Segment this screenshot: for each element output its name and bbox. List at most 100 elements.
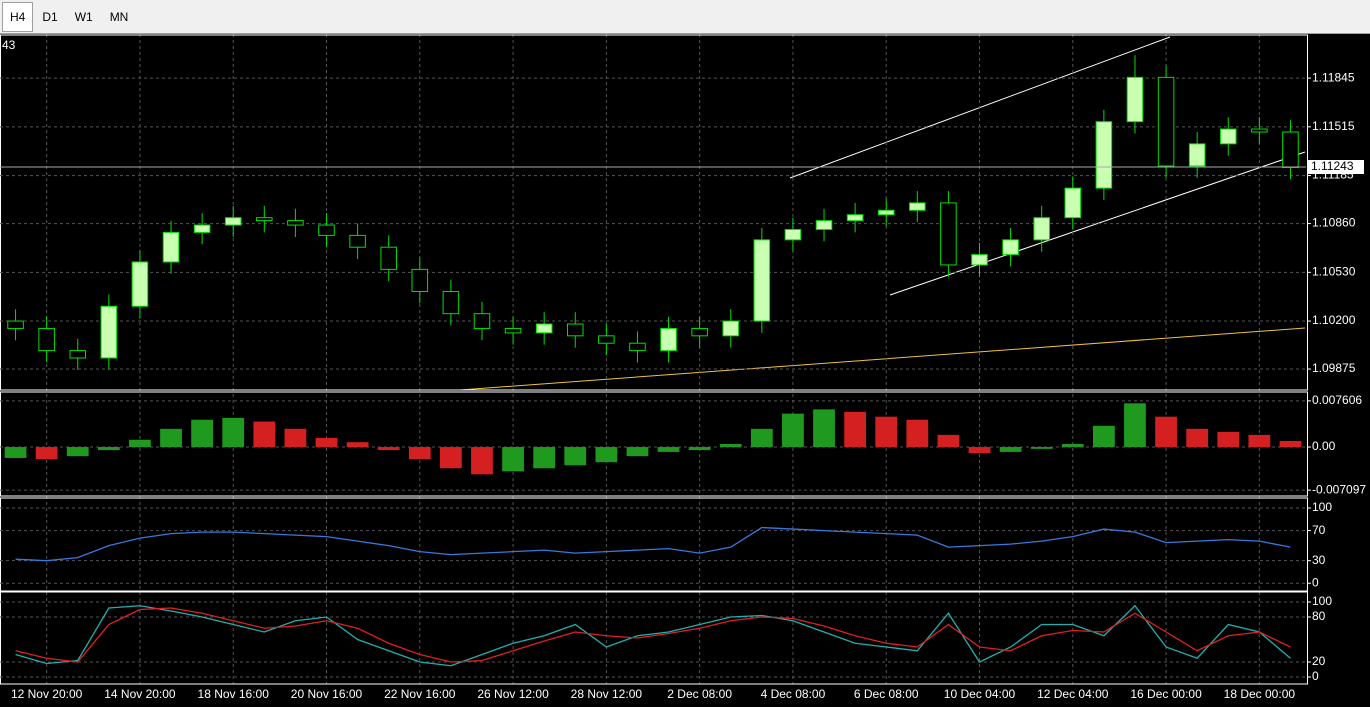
indicator-line: [15, 604, 1291, 667]
timeframe-tab[interactable]: H4: [2, 1, 34, 32]
candle-body: [7, 320, 24, 329]
histogram-bar: [1124, 403, 1146, 448]
y-tick-label: 0.007606: [1312, 393, 1362, 407]
candle-body: [38, 327, 55, 352]
panel-border: [0, 591, 1308, 685]
panel-border: [0, 391, 1308, 497]
histogram-bar: [160, 428, 182, 448]
x-tick-label: 18 Nov 16:00: [198, 687, 270, 701]
histogram-bar: [191, 419, 214, 448]
y-tick-label: 1.09875: [1312, 361, 1356, 375]
histogram-bar: [1186, 428, 1209, 448]
candle-body: [162, 231, 180, 263]
y-tick-label: 100: [1312, 594, 1332, 608]
y-tick-label: 1.10530: [1312, 264, 1356, 278]
histogram-bar: [782, 413, 804, 448]
x-tick-label: 20 Nov 16:00: [291, 687, 363, 701]
candle-body: [722, 320, 740, 337]
histogram-bar: [346, 442, 369, 448]
x-tick-label: 16 Dec 00:00: [1130, 687, 1202, 701]
histogram-bar: [937, 434, 960, 448]
candle-body: [535, 323, 553, 334]
histogram-bar: [564, 447, 587, 466]
histogram-bar: [875, 416, 898, 448]
candle-body: [1219, 128, 1237, 145]
histogram-bar: [129, 439, 151, 448]
histogram-bar: [1092, 425, 1115, 448]
histogram-bar: [35, 447, 58, 460]
candle-body: [318, 224, 335, 236]
candle-body: [1282, 131, 1299, 168]
candle-body: [380, 246, 397, 270]
timeframe-tab[interactable]: W1: [74, 9, 93, 24]
histogram-bar: [1279, 440, 1302, 448]
current-price-box: [1308, 160, 1364, 175]
x-tick-label: 22 Nov 16:00: [384, 687, 456, 701]
candle-body: [256, 217, 273, 222]
x-tick-label: 26 Nov 12:00: [477, 687, 549, 701]
chart: 43 12 Nov 20:00 14 Nov 20:00 18 Nov 16:00 2…: [0, 34, 1370, 707]
histogram-bar: [502, 447, 524, 472]
candle-body: [1157, 76, 1175, 167]
candle-body: [753, 239, 771, 322]
candle-body: [784, 228, 802, 241]
panel-border: [0, 497, 1308, 592]
histogram-bar: [377, 447, 400, 451]
candle-body: [566, 323, 584, 337]
candle-body: [691, 327, 708, 337]
candle-body: [1188, 143, 1206, 167]
histogram-bar: [97, 447, 120, 451]
histogram-bar: [1155, 416, 1177, 448]
candle-body: [1251, 128, 1268, 133]
candle-body: [411, 268, 429, 293]
y-tick-label: 0: [1312, 669, 1319, 683]
y-tick-label: 1.10200: [1312, 313, 1356, 327]
y-tick-label: 70: [1312, 523, 1326, 537]
x-tick-label: 14 Nov 20:00: [104, 687, 176, 701]
histogram-bar: [968, 447, 991, 454]
histogram-bar: [626, 447, 649, 457]
x-tick-label: 10 Dec 04:00: [944, 687, 1016, 701]
histogram-bar: [688, 447, 711, 451]
histogram-bar: [1061, 444, 1084, 448]
candle-body: [629, 342, 646, 352]
candle-body: [287, 220, 304, 226]
indicator-line: [15, 526, 1291, 562]
header-fragment: 43: [2, 38, 16, 52]
candle-body: [1064, 187, 1082, 219]
y-tick-label: 0: [1312, 575, 1319, 589]
y-tick-label: 1.10860: [1312, 216, 1356, 230]
y-tick-label: 0.00: [1312, 439, 1336, 453]
x-tick-label: 6 Dec 08:00: [854, 687, 919, 701]
histogram-bar: [813, 409, 835, 448]
histogram-bar: [408, 447, 431, 460]
histogram-bar: [1217, 431, 1240, 448]
candle-body: [940, 202, 957, 266]
y-tick-label: 30: [1312, 553, 1326, 567]
candle-body: [846, 214, 864, 222]
histogram-bar: [253, 421, 276, 448]
histogram-bar: [4, 447, 27, 458]
candle-body: [100, 305, 118, 359]
histogram-bar: [533, 447, 556, 469]
candle-body: [815, 220, 833, 230]
histogram-bar: [284, 428, 307, 448]
current-price-label: 1.11243: [1311, 159, 1354, 173]
candle-body: [473, 313, 491, 329]
histogram-bar: [1248, 434, 1271, 448]
background: [0, 34, 1370, 707]
channel-line: [889, 151, 1306, 296]
histogram-bar: [657, 447, 680, 452]
histogram-bar: [595, 447, 618, 463]
x-tick-label: 4 Dec 08:00: [761, 687, 826, 701]
histogram-bar: [439, 447, 462, 469]
timeframe-tab[interactable]: MN: [109, 9, 129, 24]
x-tick-label: 12 Nov 20:00: [11, 687, 83, 701]
histogram-bar: [222, 417, 245, 448]
timeframe-tab[interactable]: D1: [42, 9, 58, 24]
x-tick-label: 18 Dec 00:00: [1224, 687, 1296, 701]
candle-body: [598, 335, 615, 344]
histogram-bar: [750, 428, 773, 448]
candle-body: [504, 327, 522, 334]
x-tick-label: 28 Nov 12:00: [571, 687, 643, 701]
